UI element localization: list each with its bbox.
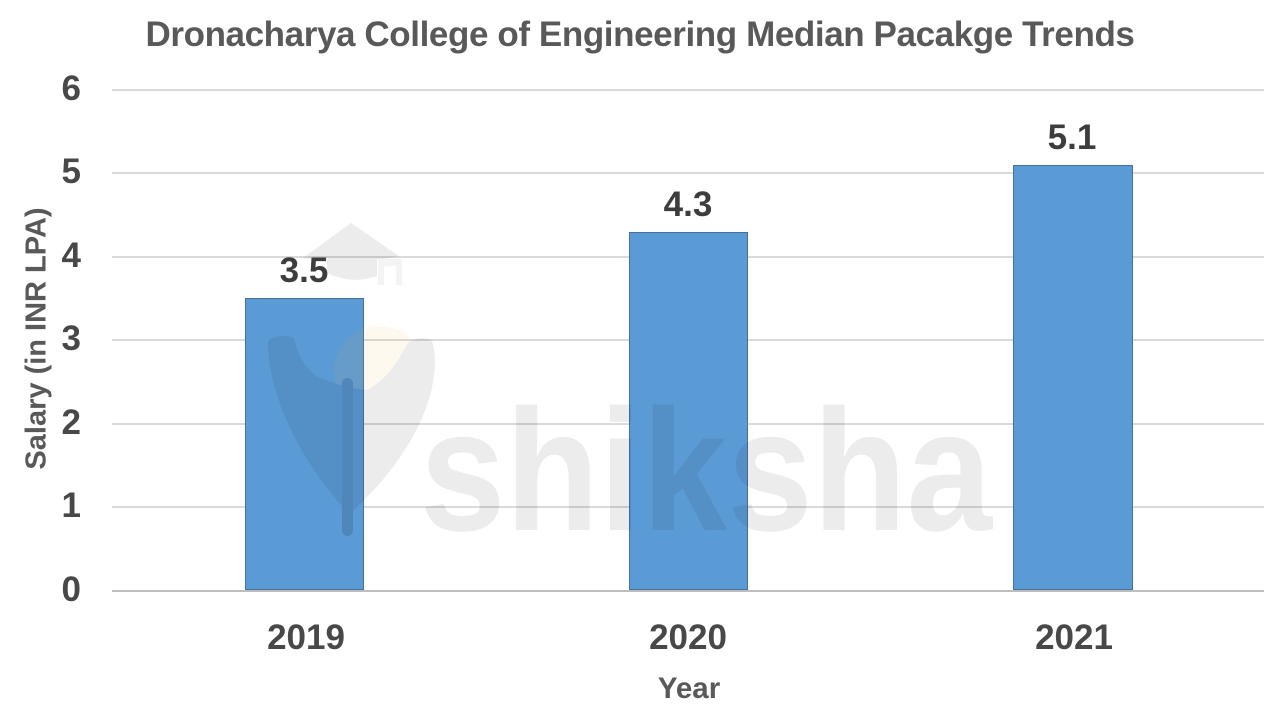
svg-text:shiksha: shiksha	[420, 373, 994, 567]
